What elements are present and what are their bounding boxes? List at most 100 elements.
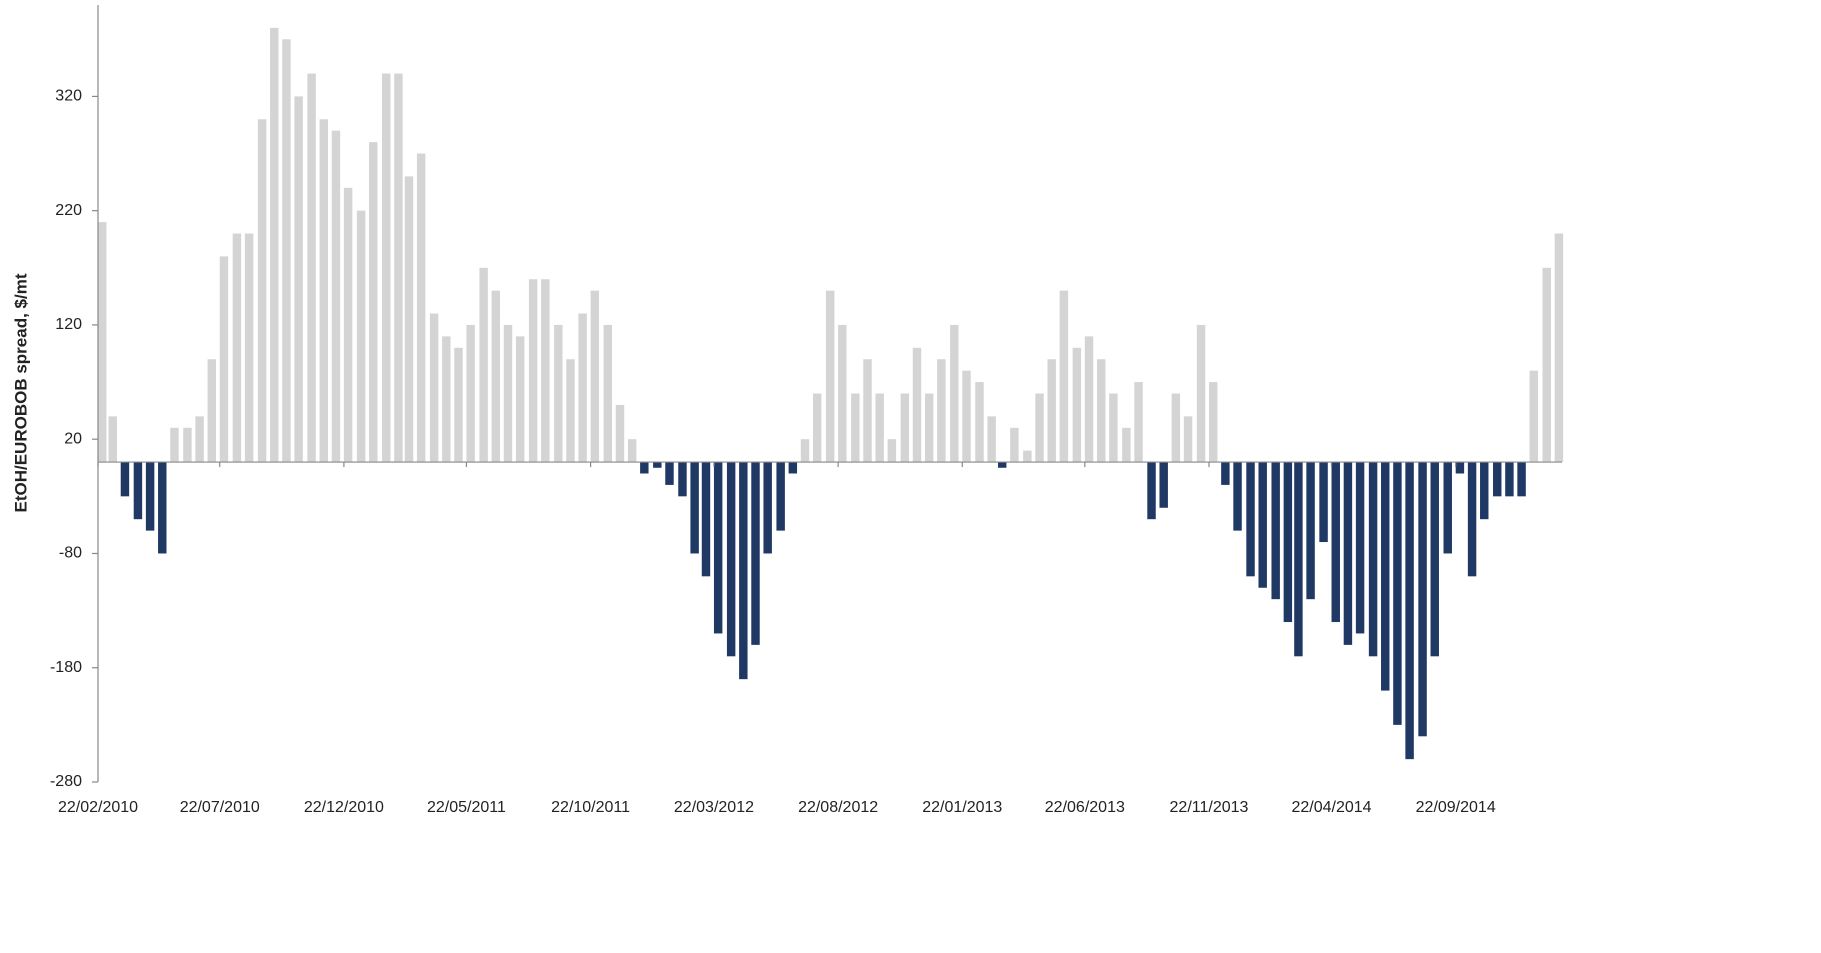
bar (812, 393, 822, 463)
bar (1196, 324, 1206, 463)
bar (1355, 462, 1365, 634)
bar (1493, 462, 1502, 497)
bar (319, 119, 328, 463)
bar (1183, 416, 1193, 463)
bar (442, 336, 451, 463)
bar (1294, 462, 1303, 657)
bar (1221, 462, 1230, 485)
bar (356, 210, 366, 463)
bar (1443, 462, 1452, 554)
bar (924, 393, 934, 463)
bar (997, 462, 1007, 468)
bar (1072, 347, 1082, 463)
bar (1331, 462, 1340, 623)
bar (838, 324, 847, 463)
bar (1246, 462, 1255, 577)
bar (1059, 290, 1069, 463)
bar (1418, 462, 1427, 737)
bar (108, 416, 117, 463)
y-tick-label: 320 (55, 88, 82, 105)
bar (1171, 393, 1181, 463)
bar (382, 73, 391, 463)
bar (1306, 462, 1315, 600)
bar (491, 290, 501, 463)
bar (937, 359, 946, 463)
y-tick-label: 220 (55, 202, 82, 219)
bar (1147, 462, 1156, 520)
x-tick-label: 22/05/2011 (427, 799, 506, 816)
x-tick-label: 22/04/2014 (1291, 799, 1371, 816)
bar (739, 462, 748, 680)
bar (1517, 462, 1526, 497)
bar (244, 233, 254, 463)
x-tick-label: 22/07/2010 (180, 799, 260, 816)
bar (219, 256, 229, 463)
bar (1271, 462, 1280, 600)
bar (404, 176, 414, 463)
bar (98, 222, 107, 463)
bar (701, 462, 711, 577)
bar (678, 462, 687, 497)
bar (863, 359, 872, 463)
x-tick-label: 22/02/2010 (58, 799, 138, 816)
x-tick-label: 22/01/2013 (922, 799, 1002, 816)
bar (1047, 359, 1056, 463)
bar (1430, 462, 1439, 657)
bar (825, 290, 835, 463)
bar (603, 324, 613, 463)
bar (1258, 462, 1267, 588)
bar (1283, 462, 1293, 623)
x-tick-label: 22/09/2014 (1416, 799, 1496, 816)
y-axis-label: EtOH/EUROBOB spread, $/mt (11, 273, 30, 512)
bar (1159, 462, 1168, 508)
bar (578, 313, 587, 463)
bar (1368, 462, 1378, 657)
bar (851, 393, 860, 463)
bar (726, 462, 736, 657)
bar (257, 119, 267, 463)
bar (987, 416, 996, 463)
bar (515, 336, 525, 463)
bar (653, 462, 662, 468)
bar (1208, 382, 1218, 463)
bar (120, 462, 130, 497)
bar (528, 279, 538, 463)
bar (1529, 370, 1538, 463)
bar (294, 96, 303, 463)
bar (1096, 359, 1106, 463)
bar (1381, 462, 1390, 691)
bar (875, 393, 884, 463)
bar (788, 462, 798, 474)
bar (343, 187, 353, 463)
bar (541, 279, 550, 463)
bar (627, 439, 637, 463)
bar (1084, 336, 1094, 463)
bar (369, 142, 378, 463)
bar (800, 439, 810, 463)
bar (232, 233, 242, 463)
x-tick-label: 22/08/2012 (798, 799, 878, 816)
bar (751, 462, 760, 645)
bar (1134, 382, 1143, 463)
y-tick-label: -80 (59, 545, 82, 562)
bar (1480, 462, 1489, 520)
bar (466, 324, 475, 463)
bar (207, 359, 216, 463)
bar (1035, 393, 1044, 463)
bar (950, 324, 959, 463)
x-tick-label: 22/03/2012 (674, 799, 754, 816)
bar (331, 130, 341, 463)
bar (887, 439, 897, 463)
bar (1455, 462, 1465, 474)
bar (665, 462, 674, 485)
x-tick-label: 22/12/2010 (304, 799, 384, 816)
bar (133, 462, 143, 520)
y-tick-label: 20 (64, 430, 82, 447)
bar (1023, 450, 1032, 463)
bar (1405, 462, 1414, 760)
y-tick-label: -180 (50, 659, 82, 676)
bar (1542, 267, 1551, 463)
y-tick-label: -280 (50, 773, 82, 790)
bar (429, 313, 439, 463)
